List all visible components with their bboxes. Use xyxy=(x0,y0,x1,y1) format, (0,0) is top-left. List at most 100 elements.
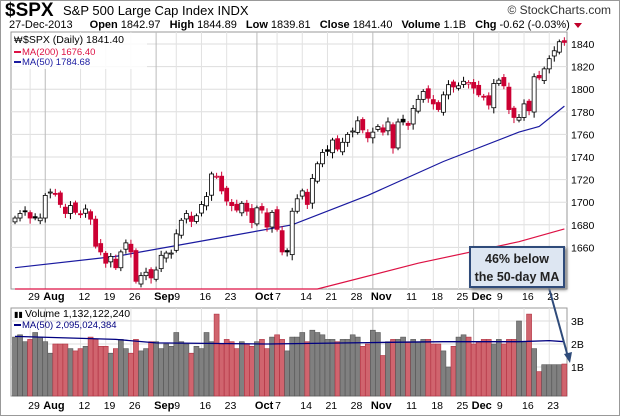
candle-body xyxy=(63,206,68,214)
date-tick-label: Aug xyxy=(43,291,64,303)
candle-body xyxy=(486,95,492,106)
volume-bar xyxy=(390,339,396,397)
index-name: S&P 500 Large Cap Index xyxy=(63,3,214,18)
volume-bar xyxy=(183,343,190,397)
date-tick-label: 7 xyxy=(275,400,281,412)
date-tick-label: 26 xyxy=(129,291,141,303)
candle-body xyxy=(93,218,99,247)
volume-bar xyxy=(239,341,245,397)
date-tick-label: 25 xyxy=(457,291,469,303)
volume-bar xyxy=(430,343,437,397)
volume-label: Volume xyxy=(401,19,441,31)
volume-bar xyxy=(475,341,482,397)
volume-bar xyxy=(143,348,149,397)
volume-bar xyxy=(213,313,220,397)
volume-bar xyxy=(354,336,361,397)
volume-bar xyxy=(62,343,69,397)
ma200-line xyxy=(15,228,565,290)
volume-bar xyxy=(289,336,296,397)
volume-bar xyxy=(405,341,411,397)
date-tick-label: 9 xyxy=(174,291,180,303)
candle-body xyxy=(531,76,537,113)
candle-body xyxy=(224,187,230,202)
volume-bar xyxy=(465,336,472,397)
volume-bar xyxy=(460,334,467,397)
candle-body xyxy=(380,127,386,133)
candle-body xyxy=(12,217,18,223)
volume-tick-label: 3B xyxy=(571,316,584,328)
date-tick-label: Sep xyxy=(154,291,174,303)
candle-body xyxy=(88,211,93,220)
candle-body xyxy=(476,84,482,96)
date-tick-label: Oct xyxy=(255,400,274,412)
candle-body xyxy=(360,119,366,131)
candle-body xyxy=(158,254,164,270)
candle-body xyxy=(229,202,235,206)
candle-body xyxy=(133,250,139,282)
callout-line1: 46% below xyxy=(485,252,549,266)
change-value: -0.62 (-0.03%) xyxy=(499,19,570,31)
legend-bg xyxy=(12,33,147,69)
exchange: INDX xyxy=(217,3,249,18)
volume-bar xyxy=(37,336,44,397)
volume-bar xyxy=(506,339,512,397)
candle-body xyxy=(188,215,194,222)
price-tick-label: 1800 xyxy=(571,84,595,96)
price-tick-label: 1740 xyxy=(571,152,595,164)
date-tick-label: 14 xyxy=(300,291,312,303)
volume-bar xyxy=(380,355,386,397)
price-tick-label: 1840 xyxy=(571,39,595,51)
legend-volume: Volume 1,132,122,240 xyxy=(25,308,130,320)
candle-body xyxy=(390,124,396,149)
candle-body xyxy=(461,80,466,85)
candle-body xyxy=(138,275,144,285)
volume-bar xyxy=(254,341,260,397)
volume-bar xyxy=(440,350,447,397)
price-tick-label: 1780 xyxy=(571,107,595,119)
candle-body xyxy=(47,191,53,194)
candle-body xyxy=(128,243,134,253)
volume-bar xyxy=(52,343,59,397)
volume-bar xyxy=(72,350,79,397)
volume-bar xyxy=(128,352,134,397)
volume-bar xyxy=(203,332,210,397)
volume-bar xyxy=(470,343,477,397)
volume-bar xyxy=(304,341,311,397)
candle-body xyxy=(335,138,340,150)
candle-body xyxy=(314,163,320,182)
candle-body xyxy=(57,192,63,205)
candle-body xyxy=(561,40,567,43)
volume-bar xyxy=(329,339,336,397)
date-tick-label: 9 xyxy=(174,400,180,412)
candle-body xyxy=(385,121,391,132)
candle-body xyxy=(350,130,356,133)
candle-body xyxy=(551,50,557,57)
date-tick-label: Aug xyxy=(43,400,64,412)
candle-body xyxy=(451,81,456,88)
high-label: High xyxy=(169,19,195,31)
volume-bar xyxy=(42,341,49,397)
candle-body xyxy=(52,192,58,195)
volume-bar xyxy=(47,352,54,397)
candle-body xyxy=(143,271,149,277)
volume-bar xyxy=(228,341,235,397)
volume-bar xyxy=(450,345,457,397)
candle-body xyxy=(83,208,88,214)
candle-body xyxy=(440,94,446,113)
candle-body xyxy=(370,131,376,139)
candle-body xyxy=(22,210,28,213)
volume-bar xyxy=(490,343,497,397)
candle-body xyxy=(435,102,441,110)
volume-bar xyxy=(223,339,230,397)
volume-bar xyxy=(420,339,427,397)
candle-body xyxy=(304,191,310,205)
candle-body xyxy=(425,88,431,99)
volume-bar xyxy=(233,348,240,397)
volume-bar xyxy=(168,345,175,397)
volume-bar xyxy=(188,352,195,397)
date-tick-label: 14 xyxy=(300,400,312,412)
volume-bar xyxy=(57,343,64,397)
volume-bar xyxy=(521,341,527,397)
legend-volume-ma: MA(50) 2,095,024,384 xyxy=(22,320,117,331)
